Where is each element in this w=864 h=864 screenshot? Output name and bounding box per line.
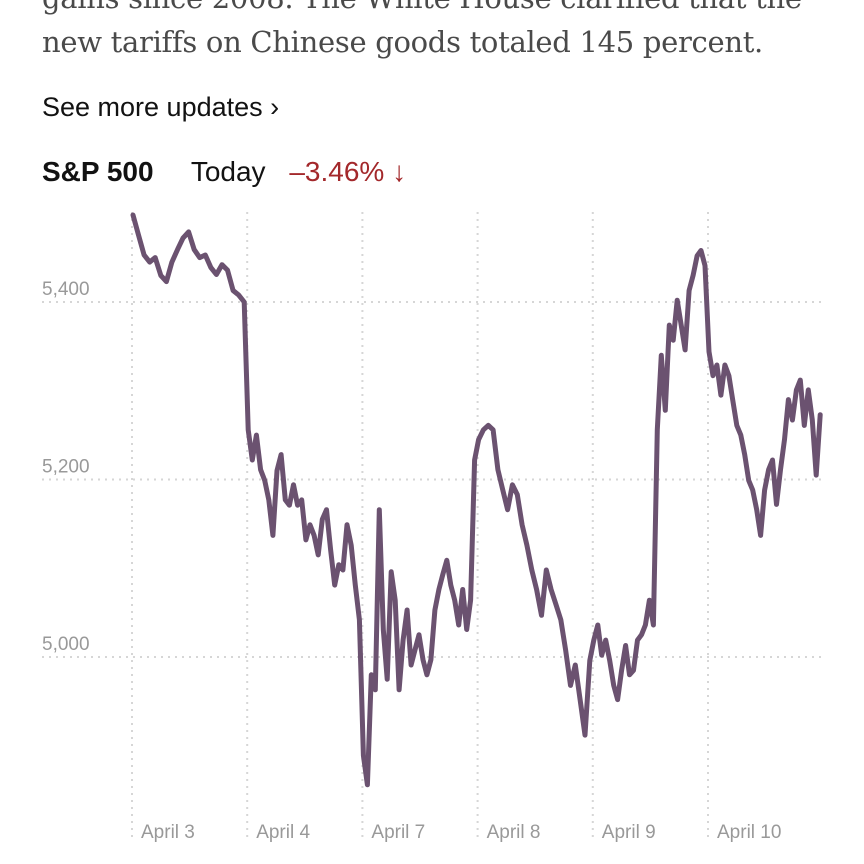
x-tick-label: April 10 — [717, 822, 781, 843]
see-more-updates-link[interactable]: See more updates › — [42, 92, 280, 122]
chart-header: S&P 500 Today –3.46% ↓ — [42, 156, 406, 188]
x-tick-label: April 3 — [141, 822, 195, 843]
arrow-down-icon: ↓ — [392, 156, 407, 187]
period-label: Today — [190, 156, 266, 187]
y-tick-label: 5,000 — [42, 634, 90, 655]
x-tick-label: April 7 — [371, 822, 425, 843]
x-tick-label: April 4 — [256, 822, 310, 843]
x-tick-label: April 8 — [487, 822, 541, 843]
y-tick-label: 5,400 — [42, 279, 90, 300]
article-paragraph: gains since 2008. The White House clarif… — [42, 0, 802, 59]
x-tick-label: April 9 — [602, 822, 656, 843]
sp500-series-line — [130, 212, 823, 788]
y-tick-label: 5,200 — [42, 457, 90, 478]
change-value: –3.46% — [289, 156, 385, 187]
index-name: S&P 500 — [42, 156, 154, 187]
